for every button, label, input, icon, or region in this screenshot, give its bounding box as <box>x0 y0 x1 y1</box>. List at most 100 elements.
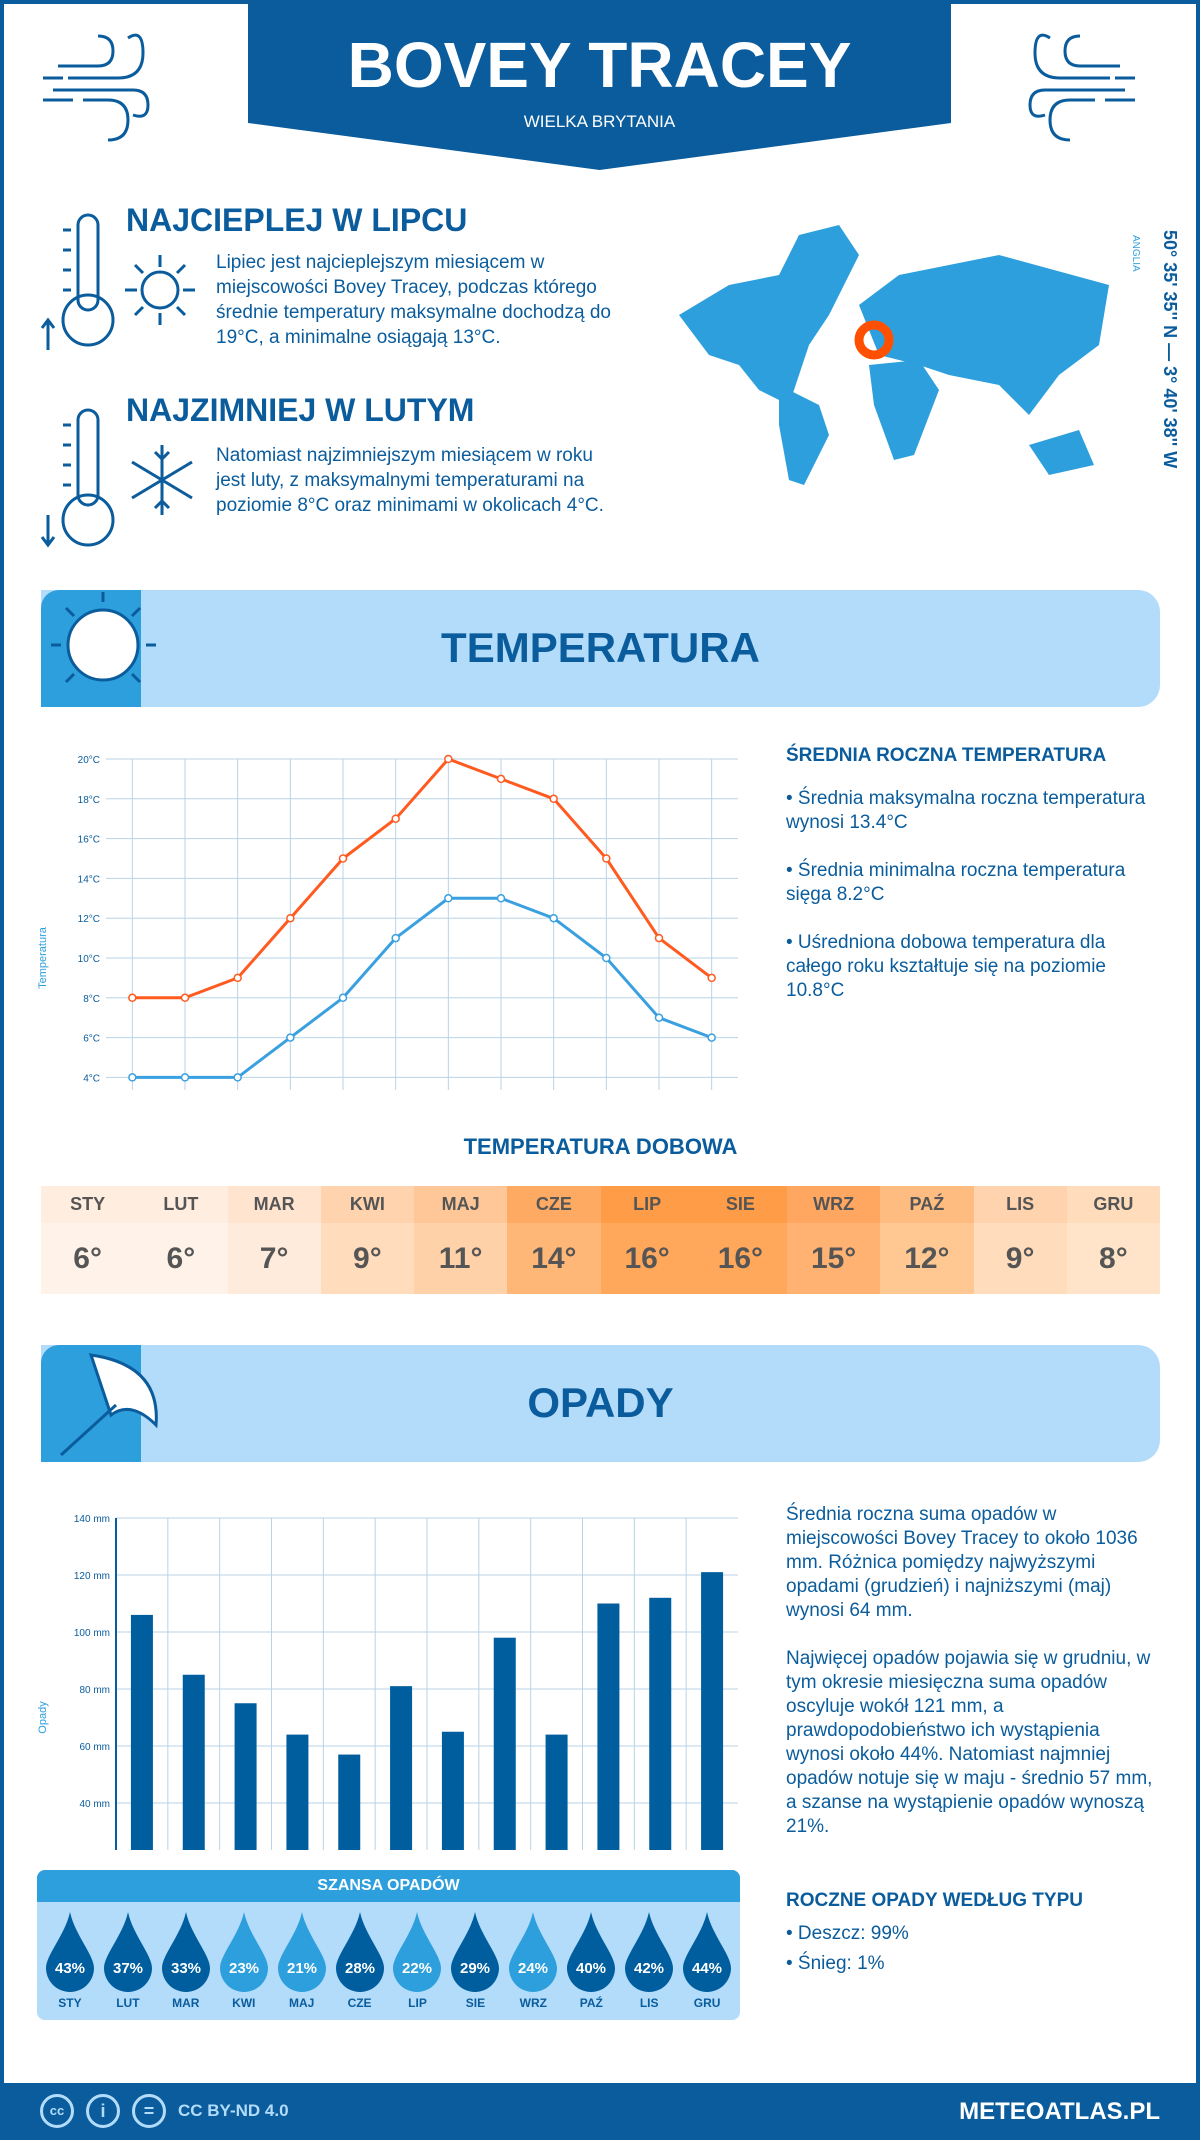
data-point <box>391 814 400 823</box>
month-label: LIP <box>408 1996 427 2010</box>
y-tick-label: 14°C <box>78 874 100 885</box>
data-point <box>444 754 453 764</box>
y-tick-label: 100 mm <box>74 1628 110 1639</box>
chance-drop: 43% STY <box>41 1910 99 2010</box>
types-heading: ROCZNE OPADY WEDŁUG TYPU <box>786 1890 1083 1911</box>
month-label: LIS <box>973 1186 1067 1223</box>
world-map <box>679 225 1109 485</box>
month-label: GRU <box>1066 1186 1160 1223</box>
summary-heading: ŚREDNIA ROCZNA TEMPERATURA <box>786 745 1107 766</box>
chance-drop: 28% CZE <box>331 1910 389 2010</box>
precip-text: Najwięcej opadów pojawia się w grudniu, … <box>786 1648 1153 1837</box>
y-tick-label: 140 mm <box>74 1514 110 1525</box>
y-tick-label: 8°C <box>83 994 100 1005</box>
data-point <box>338 854 348 863</box>
daily-temp-value: 7° <box>227 1223 321 1294</box>
month-label: WRZ <box>787 1186 881 1223</box>
daily-temp-value: 14° <box>507 1223 601 1294</box>
raindrop-icon: 22% <box>393 1912 442 1992</box>
data-point <box>338 993 348 1003</box>
chance-value: 21% <box>287 1960 317 1977</box>
month-label: PAŹ <box>880 1186 974 1223</box>
daily-temp-value: 9° <box>320 1223 414 1294</box>
thermometer-up-icon <box>40 213 115 350</box>
temperature-banner: TEMPERATURA <box>41 590 1160 707</box>
daily-temp-cell: PAŹ 12° <box>880 1186 974 1294</box>
chance-drop: 22% LIP <box>389 1910 447 2010</box>
precip-summary: Średnia roczna suma opadów w miejscowośc… <box>786 1503 1156 1863</box>
summary-item: • Średnia minimalna roczna temperatura s… <box>786 860 1126 905</box>
chance-value: 33% <box>171 1960 201 1977</box>
y-tick-label: 16°C <box>78 835 100 846</box>
daily-temp-cell: STY 6° <box>41 1186 135 1294</box>
data-point <box>128 993 137 1003</box>
chance-drop: 40% PAŹ <box>562 1910 620 2010</box>
chance-drop: 37% LUT <box>99 1910 157 2010</box>
coldest-heading: NAJZIMNIEJ W LUTYM <box>126 392 475 428</box>
raindrop-icon: 44% <box>683 1912 732 1992</box>
chance-drop: 23% KWI <box>215 1910 273 2010</box>
data-point <box>391 933 400 943</box>
month-label: CZE <box>347 1996 372 2010</box>
chance-drop: 21% MAJ <box>273 1910 331 2010</box>
month-label: LUT <box>134 1186 228 1223</box>
temperature-summary: ŚREDNIA ROCZNA TEMPERATURA • Średnia mak… <box>786 745 1156 1027</box>
raindrop-icon: 23% <box>219 1912 268 1992</box>
data-point <box>286 1033 295 1042</box>
warmest-heading: NAJCIEPLEJ W LIPCU <box>126 202 468 238</box>
daily-temperature-table: STY 6° LUT 6° MAR 7° KWI 9° MAJ 11° CZE 14° LIP 16° SI… <box>41 1186 1160 1294</box>
y-tick-label: 12°C <box>78 914 100 925</box>
raindrop-icon: 21% <box>277 1912 326 1992</box>
daily-temp-cell: GRU 8° <box>1066 1186 1160 1294</box>
bar <box>130 1614 153 1850</box>
bar <box>234 1703 257 1850</box>
footer: cc i = CC BY-ND 4.0 METEOATLAS.PL <box>0 2083 1200 2140</box>
chance-value: 42% <box>634 1960 664 1977</box>
chance-drop: 33% MAR <box>157 1910 215 2010</box>
daily-temp-value: 6° <box>41 1223 135 1294</box>
bar <box>545 1734 568 1850</box>
data-point <box>496 894 506 903</box>
chance-drop: 24% WRZ <box>504 1910 562 2010</box>
types-item: • Śnieg: 1% <box>786 1953 885 1974</box>
data-point <box>286 913 295 923</box>
chance-heading: SZANSA OPADÓW <box>37 1870 740 1902</box>
chance-value: 28% <box>345 1960 375 1977</box>
summary-item: • Średnia maksymalna roczna temperatura … <box>786 788 1146 833</box>
chance-value: 43% <box>55 1960 85 1977</box>
daily-temp-cell: KWI 9° <box>320 1186 414 1294</box>
region-label: ANGLIA <box>1130 235 1141 272</box>
sun-icon <box>41 590 156 707</box>
daily-temp-value: 16° <box>600 1223 694 1294</box>
month-label: KWI <box>232 1996 256 2010</box>
y-tick-label: 10°C <box>78 954 100 965</box>
chance-value: 22% <box>402 1960 432 1977</box>
chance-value: 24% <box>518 1960 548 1977</box>
temperature-chart: 0°C2°C4°C6°C8°C10°C12°C14°C16°C18°C20°CS… <box>37 754 738 1090</box>
y-tick-label: 20°C <box>78 755 100 766</box>
data-point <box>549 913 558 923</box>
coldest-text: Natomiast najzimniejszym miesiącem w rok… <box>216 445 604 516</box>
bar <box>701 1572 724 1850</box>
data-point <box>549 794 558 804</box>
month-label: LIS <box>639 1996 659 2010</box>
data-point <box>707 973 716 983</box>
cc-icon: cc <box>40 2094 74 2128</box>
month-label: MAJ <box>414 1186 508 1223</box>
site-link[interactable]: METEOATLAS.PL <box>959 2098 1160 2125</box>
types-item: • Deszcz: 99% <box>786 1923 909 1944</box>
daily-temp-cell: MAJ 11° <box>414 1186 508 1294</box>
raindrop-icon: 43% <box>45 1912 94 1992</box>
month-label: LIP <box>600 1186 694 1223</box>
month-label: CZE <box>507 1186 601 1223</box>
bar <box>649 1597 672 1850</box>
daily-temp-cell: WRZ 15° <box>787 1186 881 1294</box>
daily-temp-value: 8° <box>1066 1223 1160 1294</box>
y-tick-label: 6°C <box>83 1034 100 1045</box>
chance-drop: 29% SIE <box>446 1910 504 2010</box>
daily-temp-value: 9° <box>973 1223 1067 1294</box>
data-point <box>180 993 190 1003</box>
license-text[interactable]: CC BY-ND 4.0 <box>178 2101 289 2120</box>
series-line <box>132 757 713 1000</box>
